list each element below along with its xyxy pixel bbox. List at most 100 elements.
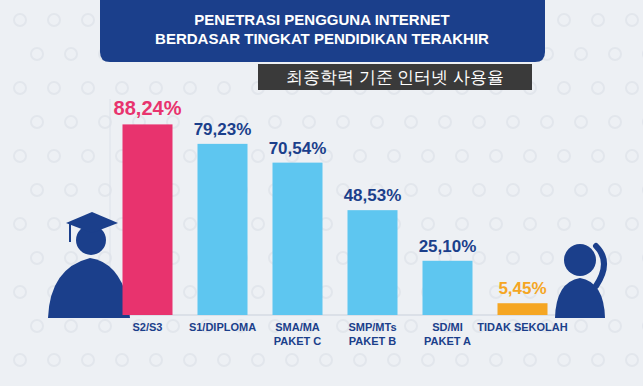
pattern-dot bbox=[65, 48, 77, 60]
pattern-dot bbox=[575, 48, 587, 60]
pattern-dot bbox=[541, 184, 553, 196]
text-line: BERDASAR TINGKAT PENDIDIKAN TERAKHIR bbox=[155, 30, 489, 47]
text-line: PAKET B bbox=[349, 335, 397, 347]
pattern-dot bbox=[626, 354, 638, 366]
pattern-dot bbox=[575, 116, 587, 128]
pattern-dot bbox=[592, 150, 604, 162]
pattern-dot bbox=[252, 218, 264, 230]
data-label: 79,23% bbox=[194, 120, 252, 139]
pattern-dot bbox=[48, 150, 60, 162]
data-label: 5,45% bbox=[498, 279, 546, 298]
pattern-dot bbox=[490, 218, 502, 230]
category-label: SMA/MA PAKET C bbox=[274, 321, 322, 347]
background-pattern bbox=[14, 14, 643, 366]
category-label: S1/DIPLOMA bbox=[189, 321, 256, 333]
pattern-dot bbox=[14, 14, 26, 26]
bar bbox=[348, 210, 398, 315]
title: PENETRASI PENGGUNA INTERNETBERDASAR TING… bbox=[155, 11, 489, 47]
pattern-dot bbox=[405, 252, 417, 264]
chart: PENETRASI PENGGUNA INTERNETBERDASAR TING… bbox=[0, 0, 643, 386]
pattern-dot bbox=[558, 354, 570, 366]
pattern-dot bbox=[558, 82, 570, 94]
pattern-dot bbox=[218, 354, 230, 366]
pattern-dot bbox=[609, 184, 621, 196]
pattern-dot bbox=[99, 184, 111, 196]
pattern-dot bbox=[626, 286, 638, 298]
pattern-dot bbox=[31, 184, 43, 196]
pattern-dot bbox=[422, 354, 434, 366]
pattern-dot bbox=[558, 218, 570, 230]
title-banner bbox=[100, 0, 545, 62]
pattern-dot bbox=[14, 286, 26, 298]
data-label: 48,53% bbox=[344, 186, 402, 205]
pattern-dot bbox=[524, 218, 536, 230]
pattern-dot bbox=[626, 218, 638, 230]
pattern-dot bbox=[65, 184, 77, 196]
pattern-dot bbox=[14, 218, 26, 230]
text-line: SMA/MA bbox=[275, 321, 320, 333]
pattern-dot bbox=[218, 82, 230, 94]
category-label: SMP/MTs PAKET B bbox=[348, 321, 396, 347]
pattern-dot bbox=[48, 14, 60, 26]
pattern-dot bbox=[184, 218, 196, 230]
background bbox=[0, 0, 643, 386]
pattern-dot bbox=[439, 116, 451, 128]
pattern-dot bbox=[558, 150, 570, 162]
text-line: SMP/MTs bbox=[348, 321, 396, 333]
pattern-dot bbox=[82, 150, 94, 162]
pattern-dot bbox=[65, 252, 77, 264]
graduate-tassel bbox=[69, 224, 71, 242]
pattern-dot bbox=[524, 354, 536, 366]
pattern-dot bbox=[31, 320, 43, 332]
pattern-dot bbox=[507, 252, 519, 264]
pattern-dot bbox=[286, 354, 298, 366]
pattern-dot bbox=[82, 354, 94, 366]
pattern-dot bbox=[65, 116, 77, 128]
pattern-dot bbox=[99, 320, 111, 332]
pattern-dot bbox=[354, 354, 366, 366]
pattern-dot bbox=[439, 184, 451, 196]
data-label: 25,10% bbox=[419, 237, 477, 256]
pattern-dot bbox=[337, 116, 349, 128]
pattern-dot bbox=[592, 354, 604, 366]
pattern-dot bbox=[14, 354, 26, 366]
pattern-dot bbox=[592, 218, 604, 230]
pattern-dot bbox=[609, 48, 621, 60]
data-label: 70,54% bbox=[269, 139, 327, 158]
pattern-dot bbox=[371, 116, 383, 128]
bar bbox=[498, 303, 548, 315]
pattern-dot bbox=[388, 150, 400, 162]
page: {"chart_data": {"type": "bar", "title": … bbox=[0, 0, 643, 386]
pattern-dot bbox=[150, 354, 162, 366]
pattern-dot bbox=[575, 320, 587, 332]
pattern-dot bbox=[456, 354, 468, 366]
pattern-dot bbox=[592, 14, 604, 26]
pattern-dot bbox=[337, 252, 349, 264]
pattern-dot bbox=[456, 218, 468, 230]
bar bbox=[123, 124, 173, 315]
pattern-dot bbox=[388, 354, 400, 366]
bar bbox=[198, 144, 248, 315]
pattern-dot bbox=[116, 354, 128, 366]
graduate-figure bbox=[48, 212, 130, 318]
pattern-dot bbox=[507, 116, 519, 128]
text-line: S1/DIPLOMA bbox=[189, 321, 256, 333]
graduate-cap bbox=[66, 212, 118, 233]
pattern-dot bbox=[14, 150, 26, 162]
pattern-dot bbox=[184, 354, 196, 366]
text-line: S2/S3 bbox=[133, 321, 163, 333]
pattern-dot bbox=[524, 150, 536, 162]
text-line: SD/MI bbox=[432, 321, 463, 333]
pattern-dot bbox=[150, 82, 162, 94]
pattern-dot bbox=[541, 116, 553, 128]
pattern-dot bbox=[609, 252, 621, 264]
pattern-dot bbox=[592, 82, 604, 94]
pattern-dot bbox=[575, 184, 587, 196]
pattern-dot bbox=[405, 184, 417, 196]
bar bbox=[273, 163, 323, 315]
subtitle-box bbox=[258, 64, 532, 90]
pattern-dot bbox=[303, 116, 315, 128]
pattern-dot bbox=[405, 116, 417, 128]
pattern-dot bbox=[490, 354, 502, 366]
text-line: PAKET C bbox=[274, 335, 322, 347]
